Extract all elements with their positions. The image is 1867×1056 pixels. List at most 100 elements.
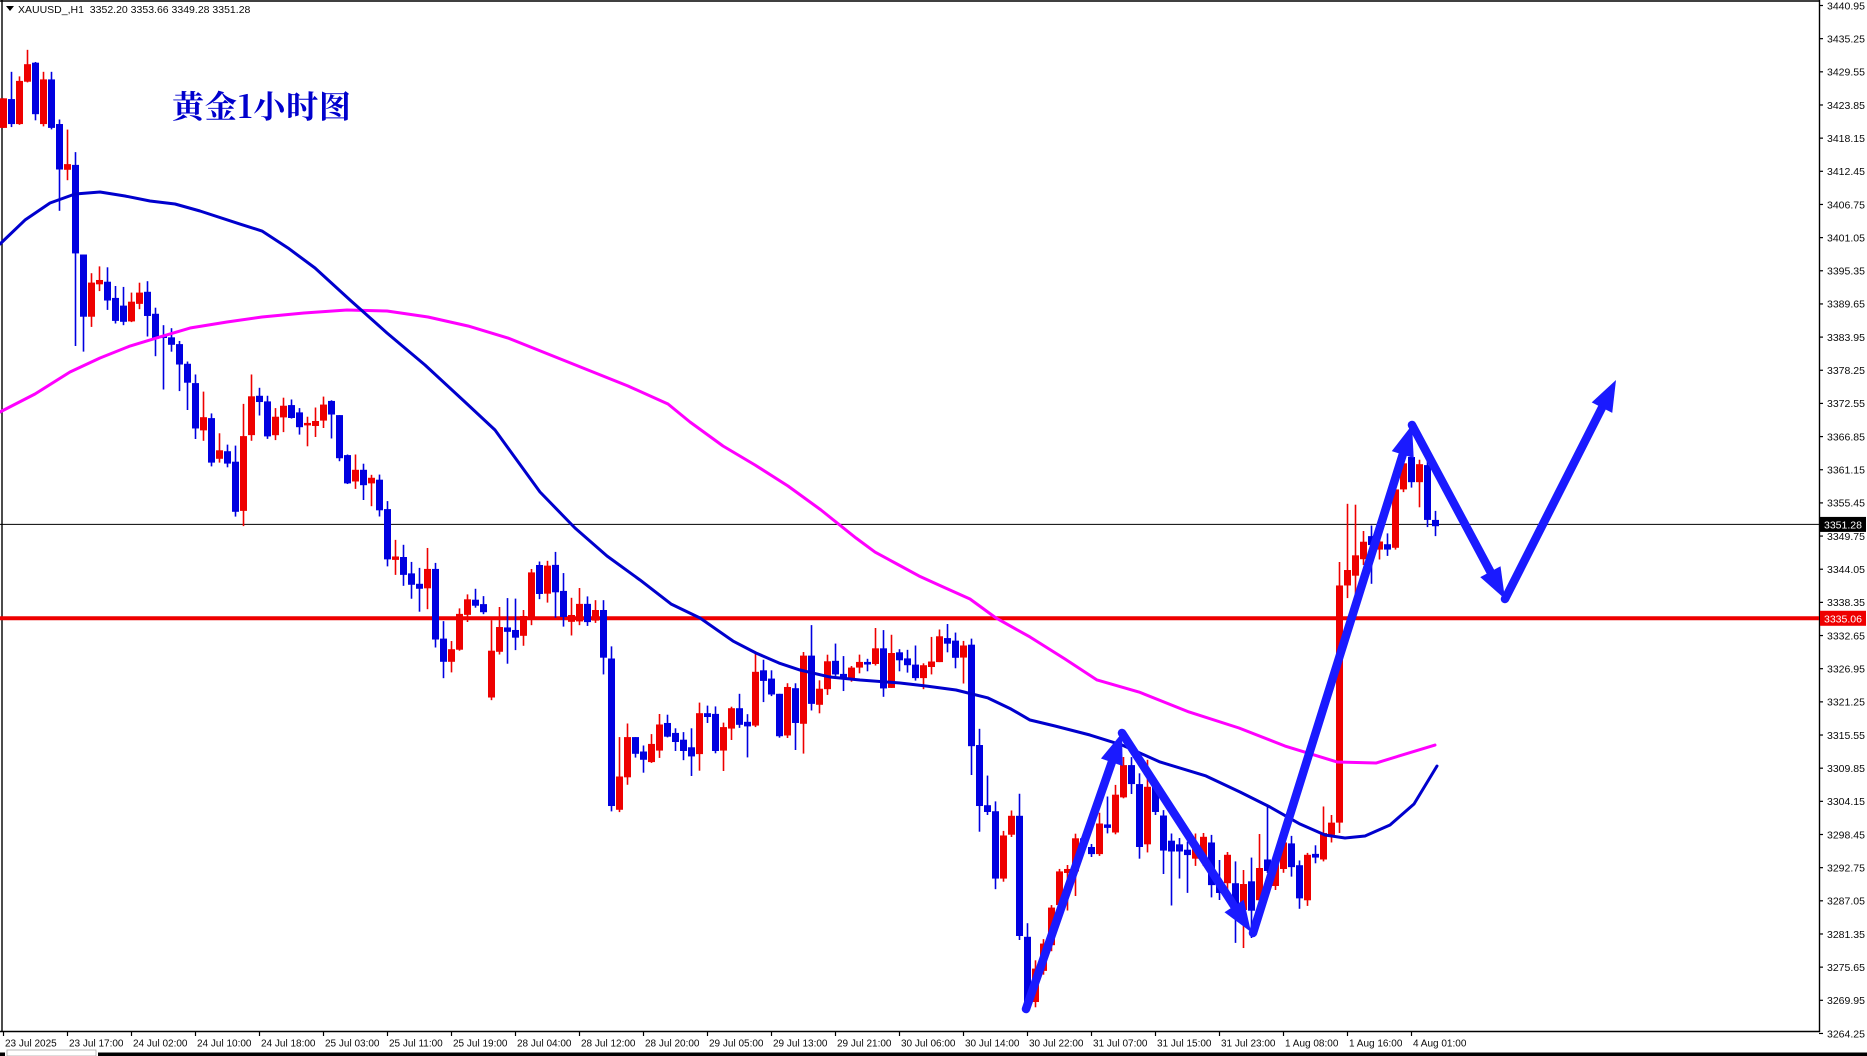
candle-down [1184, 849, 1191, 856]
candle-up [312, 421, 319, 426]
candle-down [32, 62, 39, 115]
candle-down [432, 568, 439, 640]
candle-down [504, 627, 511, 632]
candle-up [928, 661, 935, 668]
candle-up [1224, 854, 1231, 884]
candle-down [760, 670, 767, 681]
candle-down [1408, 457, 1415, 483]
candle-down [288, 405, 295, 418]
candle-down [1016, 815, 1023, 936]
price-tick-label: 3298.45 [1827, 829, 1865, 841]
candle-up [40, 79, 47, 125]
price-tick-label: 3287.05 [1827, 896, 1865, 908]
price-tick-label: 3435.25 [1827, 33, 1865, 45]
candle-down [680, 739, 687, 751]
candle-up [784, 686, 791, 736]
time-tick-label: 29 Jul 13:00 [773, 1039, 828, 1050]
time-tick-label: 25 Jul 11:00 [389, 1039, 443, 1050]
level-price-badge-text: 3335.06 [1824, 613, 1862, 625]
candle-up [960, 645, 967, 658]
time-tick-label: 1 Aug 08:00 [1285, 1039, 1339, 1050]
candle-down [736, 708, 743, 725]
candle-down [984, 805, 991, 812]
candle-down [408, 573, 415, 585]
candle-down [48, 79, 55, 128]
candle-up [1400, 463, 1407, 490]
time-tick-label: 24 Jul 10:00 [197, 1039, 252, 1050]
time-tick-label: 25 Jul 19:00 [453, 1039, 508, 1050]
scrollbar-track [98, 1052, 1867, 1056]
candle-up [728, 708, 735, 729]
candle-down [112, 297, 119, 321]
candle-down [104, 281, 111, 301]
candle-up [1096, 823, 1103, 855]
candle-up [520, 616, 527, 636]
candle-down [144, 291, 151, 316]
candle-down [688, 747, 695, 757]
candle-up [1360, 541, 1367, 560]
candle-up [1256, 867, 1263, 901]
chart-header: XAUUSD_,H1 3352.20 3353.66 3349.28 3351.… [18, 4, 250, 16]
candle-down [944, 638, 951, 644]
candle-down [1168, 840, 1175, 852]
candle-down [600, 610, 607, 658]
trend-arrow-line [1021, 750, 1119, 1014]
candle-down [296, 412, 303, 428]
chart-expand-icon[interactable] [6, 6, 14, 11]
candle-up [64, 164, 71, 170]
candle-down [1296, 865, 1303, 899]
price-tick-label: 3349.75 [1827, 531, 1865, 543]
candle-up [1240, 884, 1247, 911]
price-tick-label: 3281.35 [1827, 929, 1865, 941]
chart-title-annotation [172, 90, 350, 121]
candle-down [376, 479, 383, 511]
candle-up [240, 436, 247, 511]
candle-down [328, 400, 335, 415]
price-tick-label: 3389.65 [1827, 299, 1865, 311]
candle-up [856, 661, 863, 668]
price-tick-label: 3401.05 [1827, 232, 1865, 244]
candle-down [208, 418, 215, 463]
candle-up [496, 627, 503, 652]
candle-down [72, 164, 79, 254]
candle-up [1328, 822, 1335, 835]
candle-down [480, 604, 487, 613]
candle-up [800, 655, 807, 724]
candle-up [696, 713, 703, 755]
candle-down [608, 658, 615, 807]
candle-up [424, 568, 431, 589]
candle-down [640, 751, 647, 760]
candle-up [280, 405, 287, 418]
time-tick-label: 4 Aug 01:00 [1413, 1039, 1467, 1050]
price-tick-label: 3355.45 [1827, 498, 1865, 510]
candle-down [264, 401, 271, 437]
candle-down [1176, 844, 1183, 852]
candle-up [936, 636, 943, 663]
candle-down [1424, 465, 1431, 520]
candle-up [1000, 835, 1007, 879]
scrollbar-left-chip [0, 1052, 5, 1056]
candle-down [552, 564, 559, 593]
trend-arrow-head [1591, 379, 1616, 413]
candles-group [0, 49, 1439, 1010]
price-tick-label: 3440.95 [1827, 0, 1865, 12]
candle-up [752, 671, 759, 726]
price-tick-label: 3372.55 [1827, 398, 1865, 410]
trend-arrow-head [1391, 424, 1414, 459]
candle-up [1320, 832, 1327, 860]
current-price-badge [1820, 516, 1866, 532]
candle-up [456, 613, 463, 650]
candle-up [1056, 871, 1063, 906]
symbol-period-label: XAUUSD_,H1 [18, 4, 84, 16]
candle-up [656, 724, 663, 751]
candle-up [88, 282, 95, 317]
candle-down [1128, 765, 1135, 785]
candle-up [648, 743, 655, 763]
price-tick-label: 3269.95 [1827, 995, 1865, 1007]
candle-up [1120, 765, 1127, 798]
candle-up [1376, 541, 1383, 550]
candle-down [744, 721, 751, 727]
price-tick-label: 3383.95 [1827, 332, 1865, 344]
